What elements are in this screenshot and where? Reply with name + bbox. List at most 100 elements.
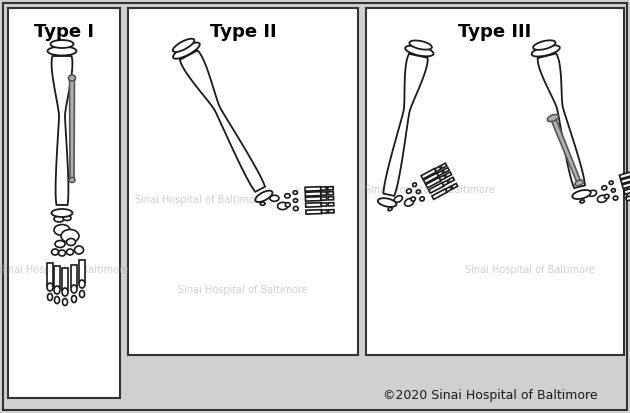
Polygon shape bbox=[328, 197, 334, 200]
Polygon shape bbox=[448, 177, 454, 183]
Ellipse shape bbox=[604, 195, 609, 199]
Polygon shape bbox=[621, 176, 630, 184]
Ellipse shape bbox=[394, 196, 403, 202]
Polygon shape bbox=[622, 180, 630, 188]
Polygon shape bbox=[442, 180, 449, 186]
Polygon shape bbox=[321, 197, 326, 200]
Ellipse shape bbox=[420, 197, 425, 201]
Text: Sinai Hospital of Baltimore: Sinai Hospital of Baltimore bbox=[178, 285, 308, 295]
Polygon shape bbox=[69, 78, 74, 180]
Polygon shape bbox=[321, 210, 327, 213]
Polygon shape bbox=[328, 203, 334, 206]
Ellipse shape bbox=[378, 198, 396, 207]
Polygon shape bbox=[321, 203, 327, 206]
Polygon shape bbox=[305, 187, 321, 191]
Ellipse shape bbox=[52, 209, 72, 217]
Ellipse shape bbox=[613, 196, 618, 200]
Ellipse shape bbox=[580, 200, 585, 203]
Ellipse shape bbox=[404, 199, 414, 206]
Polygon shape bbox=[47, 263, 53, 285]
Ellipse shape bbox=[293, 191, 297, 195]
Ellipse shape bbox=[62, 299, 67, 306]
Ellipse shape bbox=[54, 286, 60, 294]
Ellipse shape bbox=[79, 290, 84, 297]
Ellipse shape bbox=[69, 75, 76, 81]
Ellipse shape bbox=[575, 180, 583, 186]
Ellipse shape bbox=[260, 202, 265, 205]
Polygon shape bbox=[439, 175, 445, 180]
Ellipse shape bbox=[62, 288, 68, 296]
Polygon shape bbox=[321, 192, 326, 195]
Polygon shape bbox=[421, 169, 437, 179]
Polygon shape bbox=[62, 268, 68, 290]
Ellipse shape bbox=[406, 189, 411, 193]
Ellipse shape bbox=[270, 195, 279, 201]
Polygon shape bbox=[619, 171, 630, 179]
Polygon shape bbox=[432, 189, 447, 199]
Ellipse shape bbox=[388, 207, 392, 211]
Polygon shape bbox=[79, 260, 85, 282]
Polygon shape bbox=[423, 173, 438, 183]
Ellipse shape bbox=[533, 40, 556, 50]
Ellipse shape bbox=[285, 194, 290, 198]
Bar bbox=[8, 8, 120, 398]
Ellipse shape bbox=[69, 178, 75, 183]
Ellipse shape bbox=[532, 45, 560, 57]
Ellipse shape bbox=[71, 295, 76, 302]
Polygon shape bbox=[306, 210, 322, 214]
Text: Type II: Type II bbox=[210, 23, 277, 41]
Polygon shape bbox=[306, 203, 321, 207]
Ellipse shape bbox=[55, 240, 65, 247]
Polygon shape bbox=[306, 197, 321, 201]
Ellipse shape bbox=[260, 194, 265, 197]
Ellipse shape bbox=[55, 297, 59, 304]
Ellipse shape bbox=[416, 190, 420, 194]
Ellipse shape bbox=[278, 202, 288, 210]
Ellipse shape bbox=[74, 246, 84, 254]
Ellipse shape bbox=[609, 181, 613, 185]
Polygon shape bbox=[435, 166, 441, 171]
Ellipse shape bbox=[413, 183, 416, 187]
Ellipse shape bbox=[294, 206, 298, 211]
Ellipse shape bbox=[52, 249, 59, 255]
Text: Sinai Hospital of Baltimore: Sinai Hospital of Baltimore bbox=[135, 195, 265, 205]
Ellipse shape bbox=[54, 216, 64, 222]
Text: Sinai Hospital of Baltimore: Sinai Hospital of Baltimore bbox=[365, 185, 495, 195]
Polygon shape bbox=[445, 187, 452, 192]
Ellipse shape bbox=[410, 40, 432, 50]
Ellipse shape bbox=[294, 199, 298, 202]
Polygon shape bbox=[445, 172, 452, 177]
Ellipse shape bbox=[54, 225, 70, 235]
Ellipse shape bbox=[173, 43, 200, 59]
Ellipse shape bbox=[411, 197, 415, 201]
Polygon shape bbox=[52, 56, 72, 205]
Ellipse shape bbox=[577, 192, 583, 196]
Text: ©2020 Sinai Hospital of Baltimore: ©2020 Sinai Hospital of Baltimore bbox=[382, 389, 597, 401]
Text: Type III: Type III bbox=[459, 23, 532, 41]
Ellipse shape bbox=[597, 195, 607, 202]
Polygon shape bbox=[328, 210, 334, 213]
Bar bbox=[128, 8, 358, 355]
Polygon shape bbox=[180, 50, 265, 192]
Polygon shape bbox=[328, 187, 333, 190]
Polygon shape bbox=[321, 187, 326, 190]
Polygon shape bbox=[452, 183, 457, 189]
Ellipse shape bbox=[255, 191, 272, 202]
Polygon shape bbox=[384, 54, 428, 196]
Polygon shape bbox=[441, 163, 447, 169]
Polygon shape bbox=[443, 168, 449, 173]
Ellipse shape bbox=[47, 283, 53, 291]
Ellipse shape bbox=[285, 203, 290, 207]
Ellipse shape bbox=[50, 40, 74, 48]
Ellipse shape bbox=[611, 189, 616, 192]
Ellipse shape bbox=[61, 230, 79, 242]
Polygon shape bbox=[626, 193, 630, 201]
Ellipse shape bbox=[588, 190, 597, 196]
Text: Type I: Type I bbox=[34, 23, 94, 41]
Ellipse shape bbox=[63, 216, 71, 221]
Text: Sinai Hospital of Baltimore: Sinai Hospital of Baltimore bbox=[0, 265, 129, 275]
Ellipse shape bbox=[71, 285, 77, 293]
Ellipse shape bbox=[67, 238, 76, 245]
Bar bbox=[366, 8, 624, 355]
Polygon shape bbox=[537, 53, 585, 188]
